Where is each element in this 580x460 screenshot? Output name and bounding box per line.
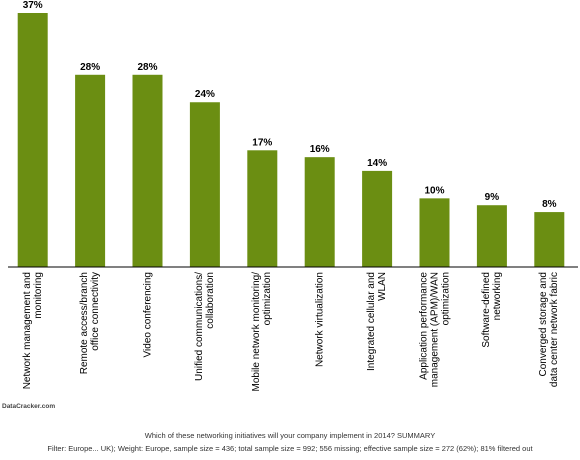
data-label: 24% [195, 89, 215, 100]
data-label: 37% [23, 0, 43, 11]
data-label: 9% [485, 192, 500, 203]
x-tick-label: Converged storage and data center networ… [538, 272, 561, 388]
data-label: 28% [137, 62, 157, 73]
data-label: 28% [80, 62, 100, 73]
x-tick-label: Application performance management (APM)… [418, 272, 451, 388]
x-tick-label: Unified communications/ collaboration [193, 272, 216, 381]
x-tick-label: Software-defined networking [480, 272, 503, 348]
bar [419, 198, 450, 267]
data-label: 8% [542, 199, 557, 210]
bar [304, 157, 335, 267]
bar [17, 13, 48, 267]
source: DataCracker.com [2, 403, 56, 410]
data-label: 17% [252, 137, 272, 148]
x-tick-label: Network virtualization [314, 272, 326, 368]
x-tick-label: Remote access/branch office connectivity [79, 272, 102, 375]
bar [132, 74, 163, 267]
question: Which of these networking initiatives wi… [144, 431, 436, 440]
x-tick-label: Video conferencing [142, 272, 153, 358]
bar [75, 74, 106, 267]
bar [476, 205, 507, 267]
bar [189, 102, 220, 267]
x-tick-label: Integrated cellular and WLAN [366, 272, 389, 371]
filter-note: Filter: Europe... UK); Weight: Europe, s… [47, 444, 533, 453]
x-tick-label: Network management and monitoring [21, 272, 44, 390]
data-label: 10% [424, 185, 444, 196]
data-label: 16% [310, 144, 330, 155]
data-label: 14% [367, 158, 387, 169]
bar [534, 212, 565, 267]
bar [247, 150, 278, 267]
x-tick-label: Mobile network monitoring/ optimization [251, 272, 274, 392]
bar [362, 170, 393, 267]
